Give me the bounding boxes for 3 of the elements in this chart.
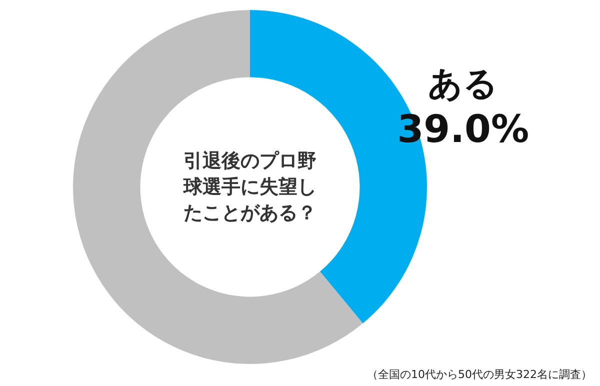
text: （全国の10代から50代の男女322名に調査） [367, 367, 592, 382]
text: 引退後のプロ野球選手に失望したことがある？ [182, 149, 318, 226]
slice-label: ある [428, 64, 498, 104]
